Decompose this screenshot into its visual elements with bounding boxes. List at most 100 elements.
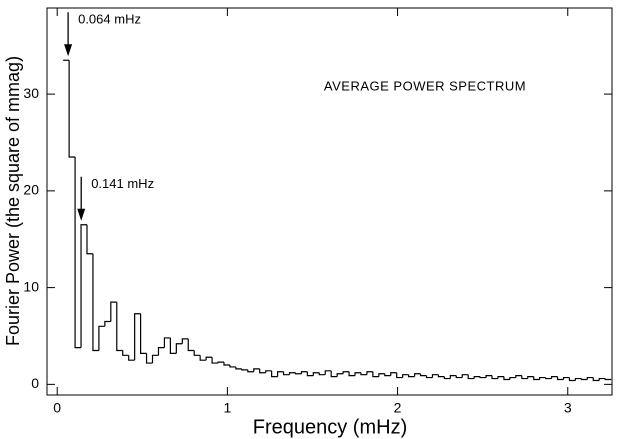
spectrum-step (562, 376, 570, 380)
spectrum-step (372, 371, 379, 378)
spectrum-step (116, 302, 123, 352)
spectrum-step (282, 371, 290, 376)
spectrum-step (169, 337, 177, 354)
spectrum-step (604, 378, 612, 381)
spectrum-step (384, 373, 391, 377)
spectrum-step (485, 375, 493, 378)
spectrum-step (122, 350, 129, 356)
y-tick-label: 10 (23, 278, 39, 294)
spectrum-step (419, 373, 427, 377)
spectrum-step (396, 372, 403, 379)
spectrum-step (545, 377, 552, 380)
spectrum-step (539, 376, 546, 380)
spectrum-step (145, 353, 153, 364)
spectrum-step (217, 361, 224, 364)
spectrum-step (521, 375, 528, 380)
spectrum-step (348, 371, 356, 377)
spectrum-step (134, 313, 141, 361)
spectrum-step (312, 372, 320, 376)
spectrum-step (408, 374, 415, 378)
spectrum-step (556, 376, 564, 381)
spectrum-step (223, 362, 230, 366)
y-axis-label: Fourier Power (the square of mmag) (3, 56, 23, 346)
spectrum-step (300, 371, 308, 374)
y-tick-label: 20 (23, 182, 39, 198)
spectrum-step (211, 357, 219, 364)
spectrum-step (294, 372, 302, 375)
spectrum-step (229, 365, 236, 368)
y-tick-label: 0 (31, 375, 39, 391)
spectrum-step (265, 370, 272, 373)
spectrum-step (568, 377, 576, 382)
spectrum-step (247, 369, 254, 373)
spectrum-step (92, 253, 99, 352)
spectrum-step (455, 375, 463, 379)
spectrum-step (336, 373, 344, 377)
spectrum-step (360, 372, 367, 376)
spectrum-step (163, 337, 171, 348)
spectrum-step (479, 376, 487, 379)
spectrum-step (306, 371, 314, 377)
spectrum-step (580, 378, 588, 381)
spectrum-step (330, 370, 338, 378)
spectrum-step (324, 370, 332, 375)
spectrum-step (253, 368, 260, 372)
spectrum-step (473, 376, 481, 379)
spectrum-step (318, 372, 326, 376)
spectrum-step (509, 376, 516, 380)
spectrum-step (205, 356, 213, 361)
spectrum-step (574, 377, 582, 381)
plot-frame (46, 7, 613, 396)
spectrum-step (449, 375, 457, 379)
spectrum-step (181, 338, 189, 344)
spectrum-step (342, 371, 350, 374)
spectrum-step (437, 374, 445, 378)
spectrum-step (402, 374, 409, 378)
spectrum-step (74, 156, 82, 349)
spectrum-step (467, 374, 475, 380)
spectrum-step (235, 366, 242, 370)
spectrum-step (503, 376, 510, 381)
spectrum-step (68, 60, 76, 158)
spectrum-step (288, 372, 296, 375)
spectrum-step (139, 313, 147, 354)
spectrum-step (276, 371, 284, 377)
spectrum-step (104, 320, 111, 327)
spectrum-step (187, 338, 195, 352)
spectrum-step (390, 372, 397, 376)
spectrum-step (515, 375, 522, 378)
spectrum-step (586, 376, 594, 380)
spectrum-step (199, 355, 207, 361)
spectrum-step (175, 343, 183, 354)
spectrum-step (366, 371, 373, 375)
x-tick-label: 2 (394, 400, 402, 416)
spectrum-step (533, 376, 540, 381)
spectrum-step (259, 368, 266, 374)
annotation-arrowhead (64, 44, 73, 57)
annotation-arrowhead (77, 208, 86, 221)
spectrum-step (378, 373, 385, 377)
spectrum-step (86, 224, 93, 255)
annotation-text: 0.141 mHz (91, 176, 154, 191)
spectrum-step (592, 377, 600, 382)
x-axis-label: Frequency (mHz) (253, 416, 407, 438)
spectrum-step (354, 372, 361, 376)
spectrum-step (550, 376, 558, 379)
spectrum-step (527, 376, 534, 379)
spectrum-step (598, 377, 606, 381)
x-tick-label: 1 (223, 400, 231, 416)
y-tick-label: 30 (23, 85, 39, 101)
spectrum-step (151, 354, 159, 364)
annotation-text: 0.064 mHz (78, 12, 141, 27)
chart-title: AVERAGE POWER SPECTRUM (324, 78, 526, 93)
spectrum-step (98, 325, 105, 351)
x-tick-label: 0 (53, 400, 61, 416)
spectrum-step (80, 224, 87, 348)
spectrum-step (241, 368, 248, 371)
spectrum-step (491, 375, 498, 380)
spectrum-step (461, 374, 469, 378)
x-tick-label: 3 (564, 400, 572, 416)
spectrum-step (431, 374, 439, 378)
spectrum-step (425, 375, 433, 379)
